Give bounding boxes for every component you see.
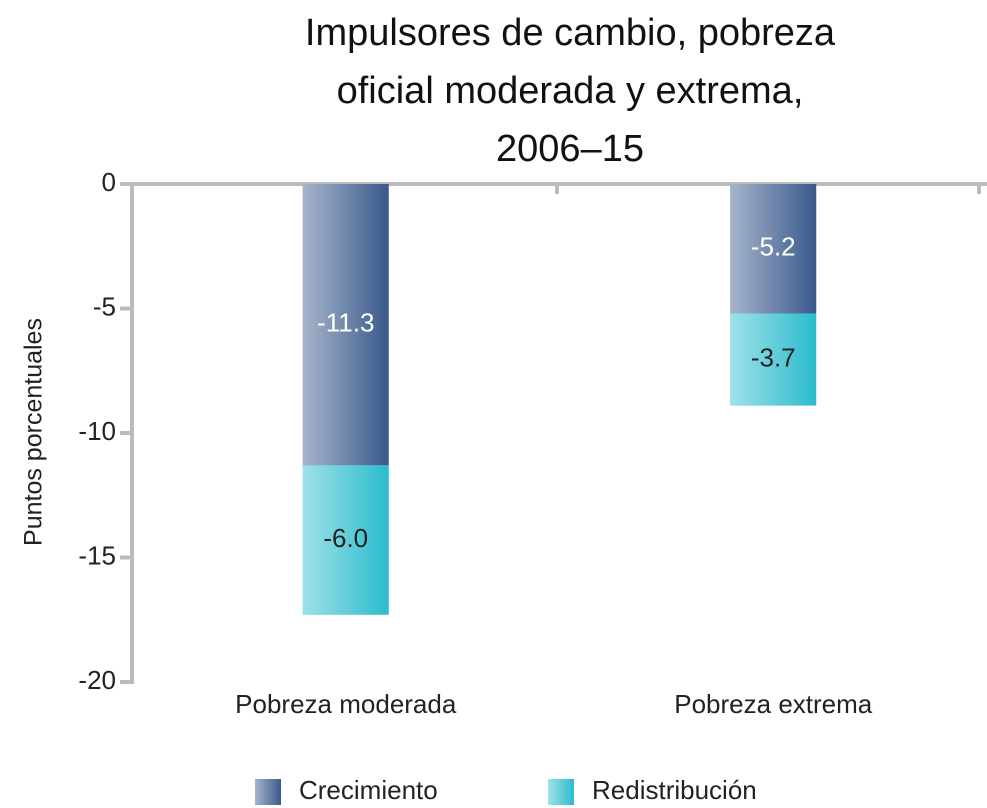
y-tick-label: -10 — [78, 416, 116, 446]
bar-shade — [730, 184, 817, 314]
data-label: -11.3 — [317, 308, 374, 338]
legend-shade — [255, 779, 281, 805]
data-label: -5.2 — [751, 232, 796, 262]
chart-title: oficial moderada y extrema, — [337, 70, 804, 112]
chart-title: 2006–15 — [496, 128, 644, 170]
chart-title: Impulsores de cambio, pobreza — [305, 12, 836, 54]
y-tick-label: 0 — [102, 167, 116, 197]
data-label: -3.7 — [751, 342, 796, 372]
y-tick-label: -20 — [78, 665, 116, 695]
data-label: -6.0 — [323, 523, 368, 553]
bar-shade — [302, 184, 389, 466]
legend-label: Crecimiento — [299, 775, 438, 805]
legend-label: Redistribución — [592, 775, 757, 805]
x-tick-label: Pobreza moderada — [235, 689, 457, 719]
bar-shade — [730, 313, 817, 406]
bar-shade — [302, 465, 389, 615]
y-tick-label: -15 — [78, 540, 116, 570]
y-axis-label: Puntos porcentuales — [20, 318, 48, 546]
y-tick-label: -5 — [93, 291, 116, 321]
x-tick-label: Pobreza extrema — [674, 689, 873, 719]
legend-shade — [548, 779, 574, 805]
